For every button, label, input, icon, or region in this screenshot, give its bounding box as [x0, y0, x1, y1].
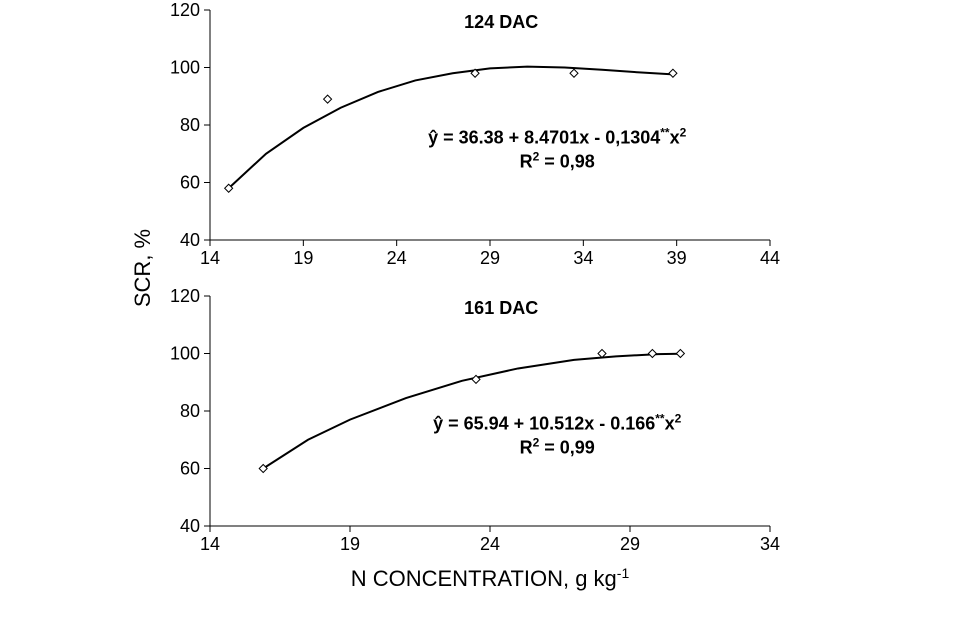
data-point [570, 69, 578, 77]
y-tick-label: 40 [180, 516, 200, 536]
fit-curve [263, 354, 680, 469]
x-tick-label: 24 [387, 248, 407, 268]
data-point [324, 95, 332, 103]
x-tick-label: 29 [480, 248, 500, 268]
x-tick-label: 29 [620, 534, 640, 554]
x-tick-label: 39 [667, 248, 687, 268]
x-tick-label: 14 [200, 248, 220, 268]
x-tick-label: 44 [760, 248, 780, 268]
y-axis-title: SCR, % [130, 229, 155, 307]
x-tick-label: 14 [200, 534, 220, 554]
y-tick-label: 40 [180, 230, 200, 250]
y-tick-label: 80 [180, 115, 200, 135]
x-tick-label: 34 [573, 248, 593, 268]
y-tick-label: 120 [170, 286, 200, 306]
y-tick-label: 120 [170, 0, 200, 20]
data-point [676, 350, 684, 358]
panel-title: 161 DAC [464, 298, 538, 318]
y-tick-label: 80 [180, 401, 200, 421]
equation-line-1: ŷ = 36.38 + 8.4701x - 0,1304**x2 [428, 125, 687, 147]
chart-svg: 14 19 24 29 34 39 44 40 60 80 100 120 124 DAC ŷ = 36.… [0, 0, 960, 642]
panel-title: 124 DAC [464, 12, 538, 32]
panel-0: 14 19 24 29 34 39 44 40 60 80 100 120 124 DAC ŷ = 36.… [170, 0, 780, 268]
y-tick-label: 100 [170, 344, 200, 364]
x-tick-label: 19 [340, 534, 360, 554]
x-axis-title: N CONCENTRATION, g kg-1 [351, 565, 630, 591]
equation-line-1: ŷ = 65.94 + 10.512x - 0.166**x2 [433, 411, 682, 433]
equation-line-2: R2 = 0,98 [520, 149, 595, 171]
data-point [648, 350, 656, 358]
y-tick-label: 60 [180, 459, 200, 479]
x-tick-label: 34 [760, 534, 780, 554]
y-tick-label: 60 [180, 173, 200, 193]
data-point [669, 69, 677, 77]
x-tick-label: 19 [293, 248, 313, 268]
y-tick-label: 100 [170, 58, 200, 78]
equation-line-2: R2 = 0,99 [520, 435, 595, 457]
panel-1: 14 19 24 29 34 40 60 80 100 120 161 DAC ŷ = 65.94 +… [170, 286, 780, 554]
x-tick-label: 24 [480, 534, 500, 554]
